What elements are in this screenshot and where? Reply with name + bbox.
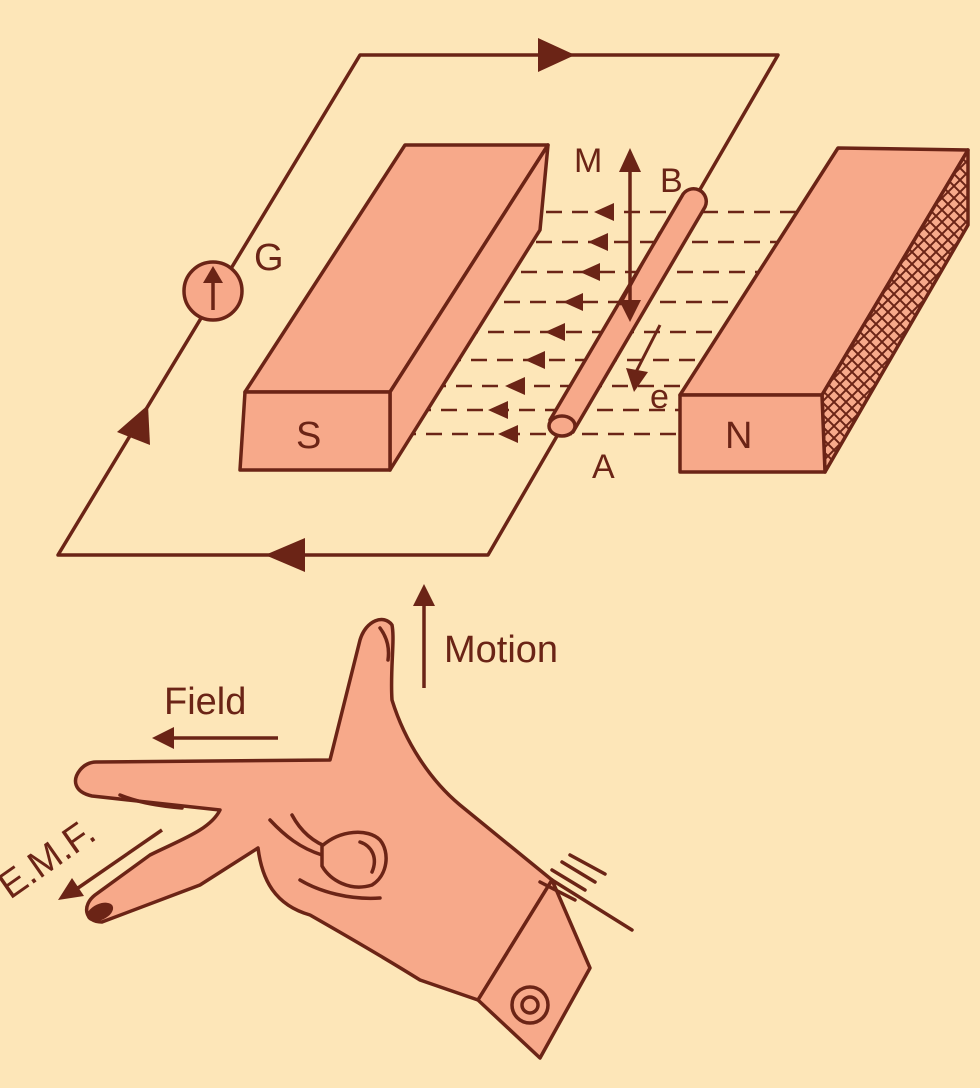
galvanometer-needle-icon	[203, 266, 223, 283]
field-label: Field	[164, 681, 246, 723]
conductor-end-b-label: B	[660, 162, 683, 200]
cufflink-icon	[510, 985, 550, 1025]
current-arrow-bottom	[265, 538, 305, 572]
galvanometer: G	[182, 237, 284, 322]
north-magnet: N	[678, 146, 970, 474]
motion-indicator-small: M	[574, 142, 641, 322]
north-pole-label: N	[725, 415, 752, 457]
emf-indicator-small: e	[626, 324, 669, 416]
motion-label: Motion	[444, 629, 558, 671]
galvanometer-label: G	[254, 237, 284, 279]
south-magnet: S	[238, 143, 550, 472]
emf-small-label: e	[650, 378, 669, 416]
conductor-end-a-label: A	[592, 448, 615, 486]
current-arrow-top	[538, 38, 575, 72]
motion-arrow: Motion	[413, 584, 558, 688]
emf-label: E.M.F.	[0, 811, 103, 907]
field-arrow: Field	[152, 681, 278, 749]
south-pole-label: S	[296, 415, 321, 457]
right-hand	[73, 617, 634, 1060]
circuit-loop	[56, 38, 780, 572]
magnetic-field-lines	[400, 203, 800, 443]
current-arrow-left	[117, 405, 150, 445]
motion-small-label: M	[574, 142, 602, 180]
